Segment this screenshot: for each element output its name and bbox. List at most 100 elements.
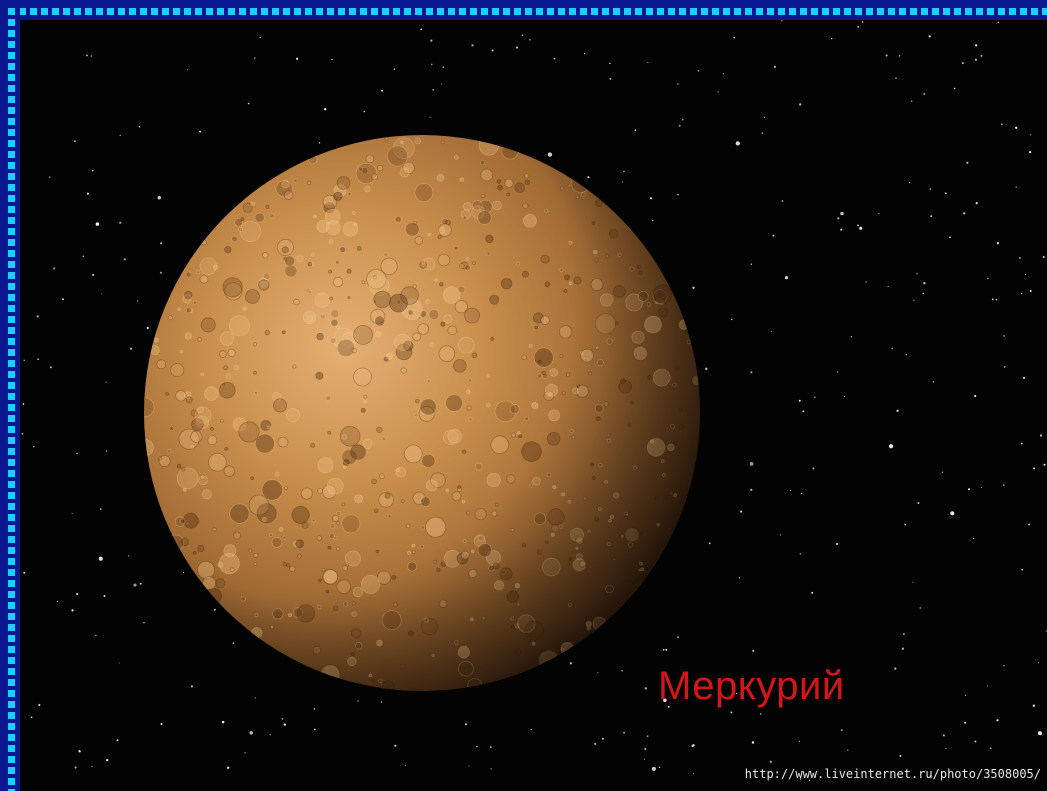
star (597, 672, 599, 674)
star (106, 758, 109, 762)
star (380, 701, 383, 703)
star (681, 118, 684, 121)
star (790, 489, 792, 492)
star (912, 581, 914, 583)
star (769, 760, 772, 763)
star (182, 571, 185, 574)
star (986, 685, 989, 687)
star (750, 488, 753, 492)
star (553, 57, 556, 60)
star (232, 642, 235, 645)
star (420, 28, 422, 31)
star (30, 716, 33, 718)
star (95, 222, 100, 226)
star (432, 89, 434, 91)
star (996, 242, 1000, 245)
star (1003, 484, 1005, 486)
star (799, 778, 802, 780)
star (963, 212, 966, 215)
star (891, 347, 893, 350)
star (78, 750, 81, 753)
star (569, 662, 573, 665)
star (33, 446, 35, 448)
star (885, 54, 888, 57)
star (199, 130, 202, 133)
star (899, 55, 901, 57)
star (90, 55, 93, 57)
star (968, 488, 970, 491)
star (772, 234, 775, 237)
star (916, 273, 918, 275)
planet-caption: Меркурий (658, 664, 845, 708)
star (36, 315, 39, 318)
star (770, 331, 772, 333)
star (740, 510, 743, 513)
star (587, 176, 590, 179)
star (989, 747, 992, 750)
star (895, 77, 897, 79)
star (1037, 731, 1043, 736)
star (357, 700, 359, 702)
star (623, 731, 626, 734)
star (634, 129, 637, 132)
star (647, 62, 649, 63)
star (964, 721, 967, 724)
star (130, 347, 133, 350)
star (76, 592, 79, 596)
star (814, 396, 816, 398)
star (118, 662, 120, 664)
star (662, 649, 665, 651)
star (254, 697, 256, 699)
star (751, 741, 755, 744)
star (991, 298, 994, 301)
frame-border-top (0, 0, 1047, 20)
star (896, 409, 899, 412)
star (133, 583, 137, 587)
star (859, 226, 863, 230)
star (644, 747, 647, 750)
star (442, 66, 445, 69)
star (708, 542, 711, 545)
star (1015, 126, 1018, 129)
star (730, 711, 733, 714)
star (468, 765, 470, 767)
star (247, 102, 250, 105)
space-background (20, 20, 1047, 791)
star (76, 452, 78, 455)
star (53, 267, 56, 270)
star (691, 744, 694, 748)
star (99, 508, 102, 510)
star (71, 512, 73, 514)
star (836, 371, 839, 373)
star (1038, 662, 1040, 664)
star (123, 258, 126, 261)
star (98, 556, 103, 561)
star (160, 723, 163, 725)
star (763, 116, 766, 118)
star (930, 215, 933, 218)
star (159, 242, 163, 245)
star (996, 719, 999, 722)
star (652, 220, 654, 222)
star (1029, 290, 1032, 292)
star (835, 542, 839, 546)
star (697, 70, 700, 72)
star (521, 34, 524, 37)
star (128, 555, 130, 557)
star (905, 354, 907, 356)
star (74, 140, 76, 143)
star (116, 739, 119, 742)
star (644, 758, 645, 760)
star (381, 89, 384, 92)
star (945, 747, 947, 750)
star (476, 745, 478, 748)
star (1003, 365, 1006, 368)
star (594, 742, 597, 746)
star (157, 196, 162, 200)
star (663, 698, 667, 703)
star (903, 633, 905, 635)
star (393, 68, 396, 71)
star (812, 467, 815, 470)
star (1033, 467, 1036, 470)
star (622, 181, 624, 183)
